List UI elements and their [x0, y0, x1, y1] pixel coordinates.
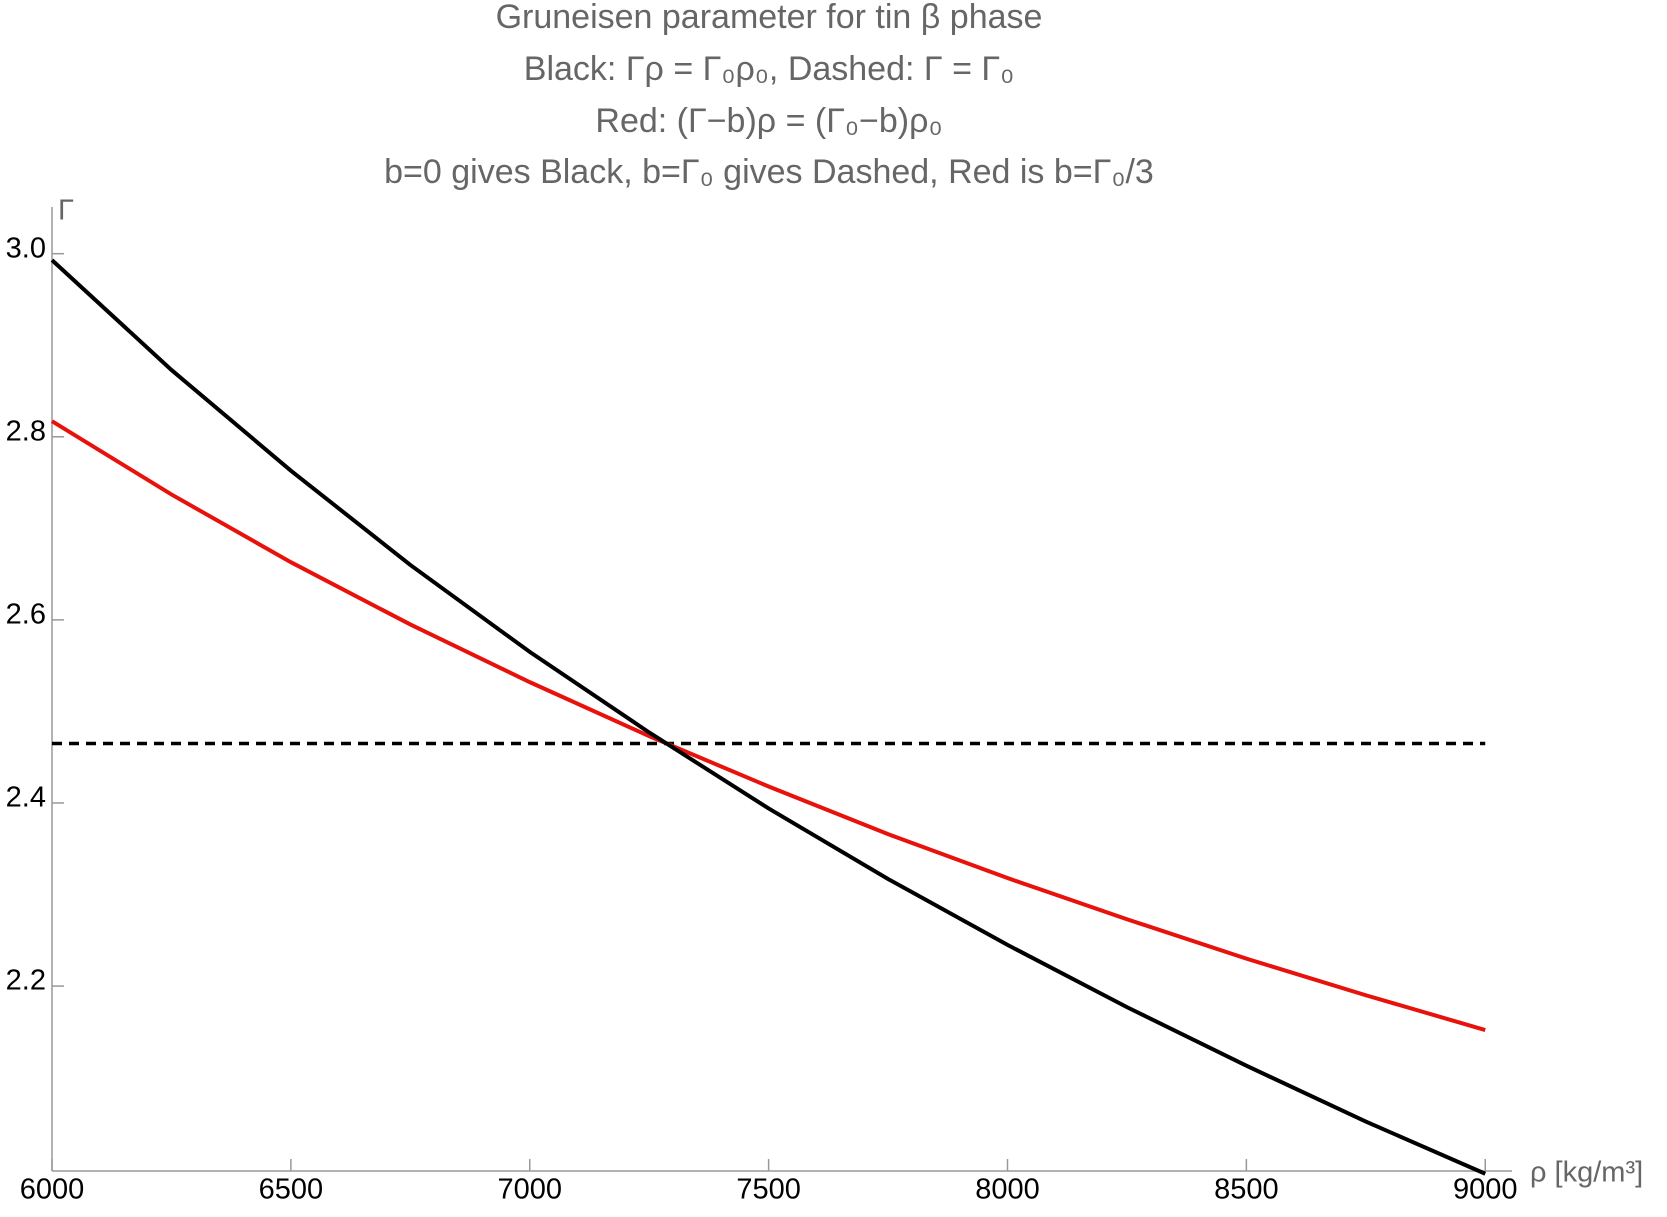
- x-tick-label: 9000: [1453, 1174, 1518, 1206]
- y-tick-label: 2.4: [6, 782, 46, 814]
- y-tick-label: 2.6: [6, 599, 46, 631]
- series-line: [50, 258, 1487, 1176]
- y-tick-label: 3.0: [6, 232, 46, 264]
- x-tick-label: 7500: [736, 1174, 801, 1206]
- series-line: [50, 419, 1486, 1032]
- x-tick-label: 8000: [975, 1174, 1040, 1206]
- x-tick-label: 6000: [20, 1174, 85, 1206]
- x-tick-label: 7000: [497, 1174, 562, 1206]
- x-axis-label: ρ [kg/m³]: [1530, 1157, 1643, 1189]
- y-axis-label: Γ: [58, 195, 74, 227]
- x-tick-label: 6500: [259, 1174, 324, 1206]
- y-tick-label: 2.2: [6, 965, 46, 997]
- chart-subtitle: Black: Γρ = Γ₀ρ₀, Dashed: Γ = Γ₀: [524, 50, 1014, 88]
- y-tick-label: 2.8: [6, 415, 46, 447]
- chart-subtitle: b=0 gives Black, b=Γ₀ gives Dashed, Red …: [384, 153, 1154, 191]
- chart-subtitle: Red: (Γ−b)ρ = (Γ₀−b)ρ₀: [595, 102, 942, 140]
- chart-title: Gruneisen parameter for tin β phase: [496, 0, 1043, 36]
- x-tick-label: 8500: [1214, 1174, 1279, 1206]
